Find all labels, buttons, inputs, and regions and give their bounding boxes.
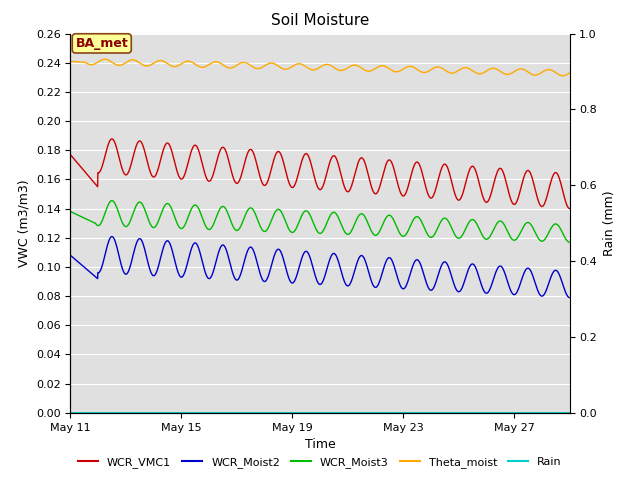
Title: Soil Moisture: Soil Moisture xyxy=(271,13,369,28)
Text: BA_met: BA_met xyxy=(76,37,128,50)
Y-axis label: VWC (m3/m3): VWC (m3/m3) xyxy=(17,180,30,267)
Legend: WCR_VMC1, WCR_Moist2, WCR_Moist3, Theta_moist, Rain: WCR_VMC1, WCR_Moist2, WCR_Moist3, Theta_… xyxy=(74,452,566,472)
Y-axis label: Rain (mm): Rain (mm) xyxy=(603,191,616,256)
X-axis label: Time: Time xyxy=(305,438,335,451)
